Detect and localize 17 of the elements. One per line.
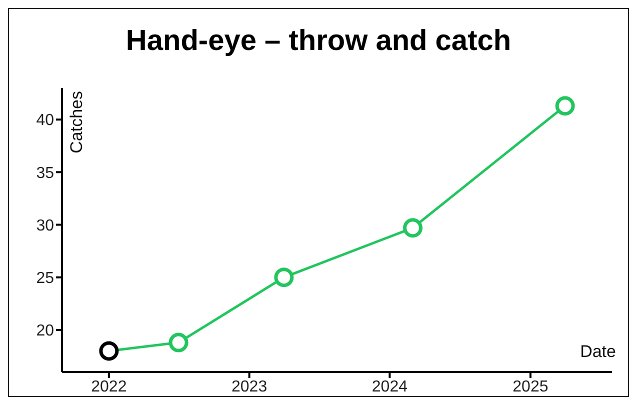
y-tick-label: 30	[36, 217, 54, 234]
y-tick-label: 20	[36, 322, 54, 340]
y-axis-title: Catches	[67, 91, 87, 154]
y-tick-label: 25	[36, 270, 54, 288]
y-tick-label: 40	[36, 112, 54, 130]
point	[99, 341, 119, 361]
point	[403, 218, 423, 238]
x-tick-label: 2022	[91, 378, 127, 396]
point	[168, 332, 188, 352]
point	[274, 268, 294, 288]
x-tick-label: 2025	[512, 378, 548, 396]
y-tick-label: 35	[36, 164, 54, 182]
x-tick-label: 2024	[372, 378, 408, 396]
x-axis-title: Date	[580, 342, 616, 362]
chart-title: Hand-eye – throw and catch	[124, 25, 512, 58]
point	[555, 96, 575, 116]
x-tick-label: 2023	[232, 378, 268, 396]
